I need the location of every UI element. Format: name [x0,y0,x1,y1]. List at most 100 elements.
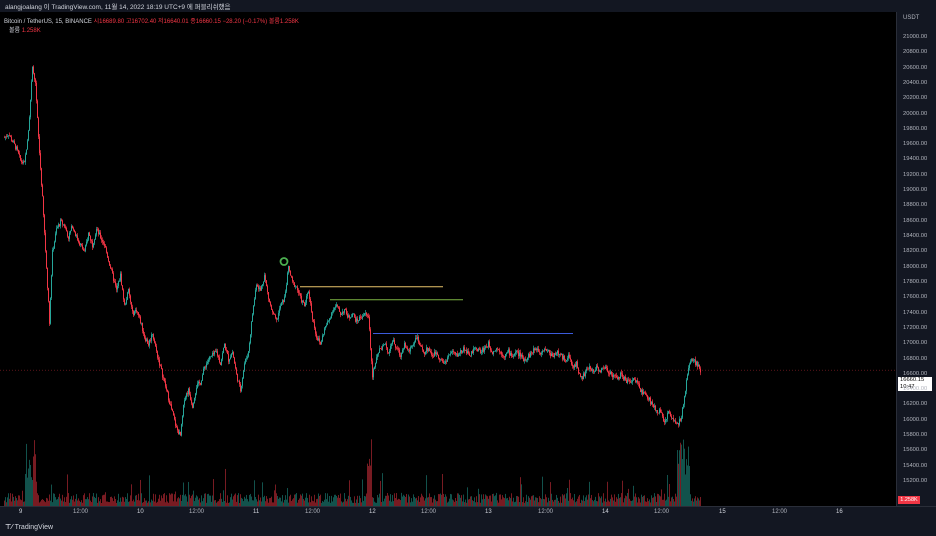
candle-body [556,353,557,355]
candlestick-chart[interactable] [0,12,896,506]
volume-bar [82,502,83,506]
candle-body [222,353,223,360]
candle-body [587,368,588,370]
volume-bar [29,459,30,506]
volume-bar [186,496,187,506]
candle-body [158,357,159,360]
volume-bar [143,502,144,506]
candle-body [475,347,476,349]
candle-body [472,351,473,353]
candle-body [103,241,104,244]
volume-bar [441,494,442,506]
volume-bar [518,496,519,506]
candle-body [269,298,270,302]
price-axis-label: 15200.00 [903,478,928,484]
volume-bar [285,495,286,506]
volume-bar [332,501,333,506]
candle-body [98,229,99,235]
volume-bar [604,501,605,506]
candle-body [557,350,558,354]
candle-body [114,281,115,282]
volume-bar [641,494,642,506]
candle-body [316,333,317,338]
candle-body [575,364,576,367]
candle-body [74,229,75,233]
volume-bar [55,497,56,506]
candle-body [305,302,306,307]
volume-bar [292,499,293,506]
candle-body [395,344,396,348]
volume-bar [584,501,585,506]
volume-bar [496,492,497,506]
candle-body [198,381,199,384]
candle-body [112,269,113,274]
candle-body [34,73,35,80]
candle-body [298,290,299,293]
volume-bar [217,501,218,506]
candle-body [571,359,572,365]
candle-body [15,143,16,150]
volume-bar [588,494,589,506]
candle-body [544,349,545,351]
volume-bar [13,496,14,506]
volume-bar [129,501,130,506]
volume-bar [159,494,160,506]
candle-body [297,286,298,291]
candle-body [370,329,371,349]
candle-body [504,356,505,358]
volume-bar [128,501,129,506]
candle-body [178,430,179,435]
candle-body [547,350,548,352]
candle-body [499,349,500,352]
volume-bar [310,502,311,506]
volume-bar [607,481,608,506]
volume-bar [78,498,79,506]
candle-body [127,292,128,300]
candle-body [119,280,120,282]
candle-body [329,318,330,321]
candle-body [101,238,102,240]
candle-body [138,312,139,316]
volume-bar [611,494,612,506]
candle-body [454,351,455,353]
candle-body [453,351,454,352]
volume-bar [191,495,192,506]
volume-bar [548,497,549,506]
candle-body [456,353,457,355]
candle-body [190,394,191,400]
volume-bar [271,496,272,506]
chart-pane[interactable] [0,12,896,506]
candle-body [117,286,118,290]
candle-body [189,388,190,395]
candle-body [240,384,241,392]
price-axis[interactable]: 16660.15 10:47 1.258K 21000.00 20800.00 20… [896,12,936,506]
candle-body [259,287,260,289]
volume-bar [461,495,462,506]
candle-body [449,354,450,356]
candle-body [510,352,511,356]
volume-bar [439,494,440,506]
volume-bar [501,499,502,506]
volume-bar [342,502,343,506]
candle-body [639,383,640,388]
volume-bar [379,493,380,506]
candle-body [251,321,252,335]
volume-bar [589,481,590,506]
volume-bar [651,495,652,506]
volume-bar [158,498,159,506]
volume-bar [500,494,501,506]
candle-body [38,117,39,137]
candle-body [82,245,83,249]
volume-bar [444,497,445,506]
volume-bar [455,497,456,506]
symbol-title: Bitcoin / TetherUS, 15, BINANCE [4,19,92,25]
time-axis[interactable]: 9 12:00 10 12:00 11 12:00 12 12:00 13 12:00 14 12:0… [0,506,936,519]
candle-body [236,368,237,374]
candle-body [350,317,351,319]
candle-body [217,351,218,356]
candle-body [641,389,642,393]
candle-body [152,334,153,335]
candle-body [266,280,267,287]
candle-body [429,348,430,352]
volume-bar [430,497,431,506]
